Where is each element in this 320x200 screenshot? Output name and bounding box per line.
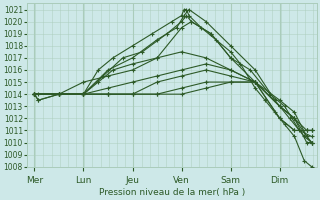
X-axis label: Pression niveau de la mer( hPa ): Pression niveau de la mer( hPa ) [99, 188, 245, 197]
